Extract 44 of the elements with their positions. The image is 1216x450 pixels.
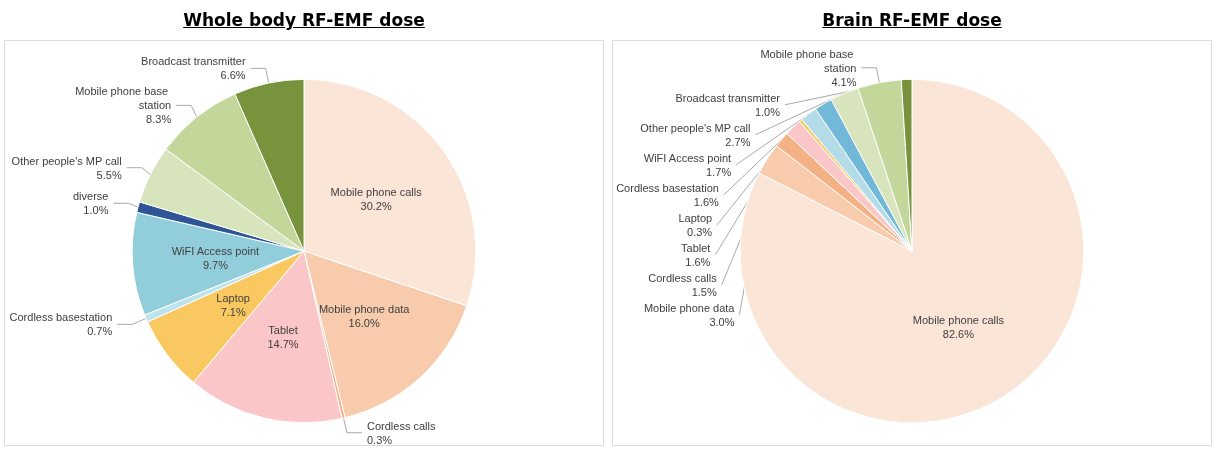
slice-label: Cordless basestation [616,181,719,194]
data-label: 7.1% [220,305,246,318]
chart-title: Whole body RF-EMF dose [182,9,426,32]
slice-label: Laptop [216,291,250,304]
data-label: 0.3% [366,433,393,446]
data-label: 0.7% [87,325,113,338]
data-label: 1.6% [693,195,720,208]
slice-label: Tablet [268,324,298,337]
slice-label: Cordless calls [648,271,718,284]
data-label: 1.5% [691,285,717,298]
slice-label: Cordless basestation [9,311,113,324]
chart-title: Brain RF-EMF dose [821,9,1003,32]
slice-label: Broadcast transmitter [141,55,246,68]
slice-label: Mobile phone base station [75,85,172,112]
data-label: 30.2% [360,200,392,213]
data-label: 82.6% [942,327,975,340]
data-label: 14.7% [267,338,299,351]
data-label: 1.0% [754,105,781,118]
slice-label: Cordless calls [366,419,436,432]
slice-label: Tablet [681,241,711,254]
data-label: 1.0% [83,204,109,217]
slice-label: diverse [72,190,109,203]
slice-label: Other people's MP call [11,154,122,167]
data-label: 1.7% [706,165,732,178]
slice-label: Broadcast transmitter [675,91,781,104]
slice-label: WiFI Access point [171,244,260,257]
slice-label: Mobile phone data [643,301,736,314]
slice-label: Mobile phone base station [760,47,857,74]
data-label: 3.0% [709,315,735,328]
data-label: 2.7% [725,135,751,148]
slice-label: Laptop [678,211,713,224]
data-label: 5.5% [96,168,122,181]
data-label: 4.1% [831,75,857,88]
slice-label: Mobile phone data [318,303,411,316]
slice-label: Mobile phone calls [330,186,423,199]
data-label: 1.6% [685,255,711,268]
data-label: 0.3% [687,225,713,238]
slice-label: Mobile phone calls [912,313,1005,326]
slice-label: WiFI Access point [643,151,732,164]
data-label: 16.0% [348,317,380,330]
data-label: 8.3% [146,113,172,126]
slice-label: Other people's MP call [640,121,751,134]
data-label: 9.7% [202,258,229,271]
data-label: 6.6% [220,69,246,82]
